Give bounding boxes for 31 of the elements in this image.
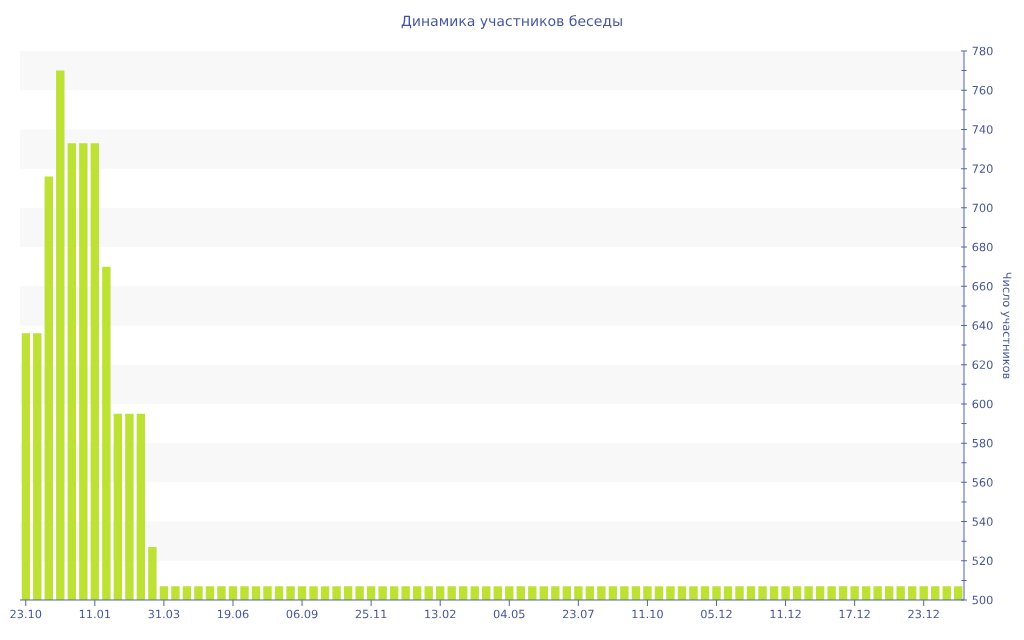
y-tick-label: 640 (972, 321, 993, 330)
y-tick-label: 680 (972, 242, 993, 252)
y-tick-label: 580 (972, 438, 993, 448)
x-tick-label: 11.01 (79, 609, 111, 619)
x-tick-label: 13.02 (425, 609, 456, 619)
x-tick-label: 05.12 (701, 609, 732, 619)
x-tick-label: 23.10 (10, 609, 42, 619)
x-tick-label: 11.10 (632, 609, 663, 619)
x-tick-label: 23.07 (562, 609, 594, 619)
x-tick-label: 06.09 (286, 609, 318, 619)
y-tick-label: 700 (972, 203, 993, 213)
x-tick-label: 04.05 (493, 609, 525, 619)
chart-title: Динамика участников беседы (401, 15, 622, 29)
y-tick-label: 740 (972, 125, 993, 134)
y-tick-label: 660 (972, 282, 993, 291)
x-tick-label: 19.06 (218, 609, 249, 619)
y-tick-label: 560 (972, 478, 993, 487)
y-tick-label: 600 (972, 399, 993, 409)
x-tick-label: 31.03 (148, 609, 180, 619)
y-axis-title: Число участников (1000, 272, 1012, 379)
y-tick-label: 540 (972, 517, 993, 526)
x-tick-label: 25.11 (355, 609, 387, 619)
y-tick-label: 780 (972, 46, 993, 56)
y-tick-label: 620 (972, 360, 993, 370)
y-tick-label: 500 (972, 595, 993, 605)
y-tick-label: 720 (972, 164, 993, 173)
y-tick-label: 760 (972, 85, 993, 95)
x-tick-label: 17.12 (839, 609, 870, 619)
x-tick-label: 23.12 (908, 609, 939, 619)
x-tick-label: 11.12 (770, 609, 801, 619)
y-tick-label: 520 (972, 556, 993, 566)
